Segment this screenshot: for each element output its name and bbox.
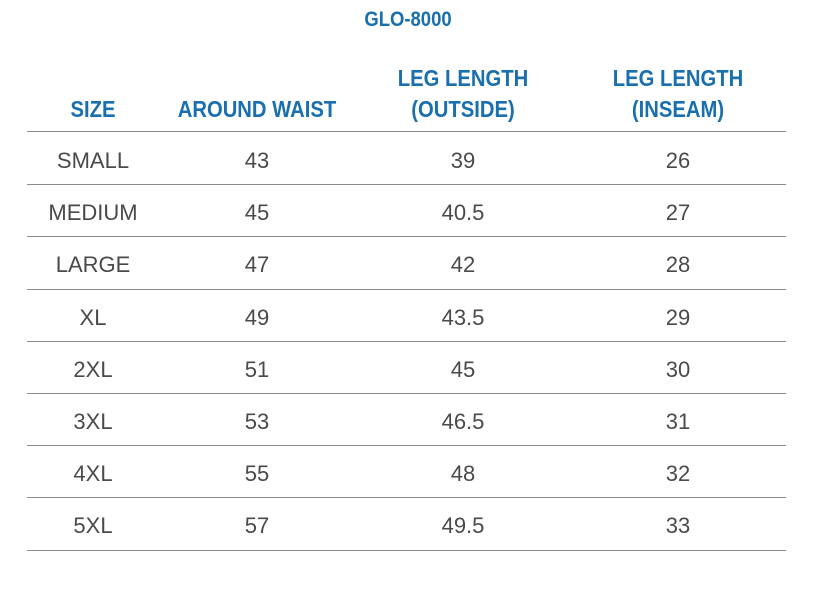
- header-size: SIZE: [70, 96, 116, 122]
- cell-leg-length-outside: 39: [450, 148, 476, 173]
- cell-around-waist: 57: [244, 513, 270, 539]
- cell-around-waist: 45: [244, 200, 270, 226]
- cell-leg-length-inseam: 33: [665, 513, 691, 539]
- cell-leg-length-inseam: 27: [665, 200, 691, 226]
- cell-size: 5XL: [73, 513, 113, 539]
- cell-leg-length-outside: 48: [450, 461, 476, 487]
- table-row: 2XL 51 45 30: [27, 342, 786, 394]
- table-row: 5XL 57 49.5 33: [27, 498, 786, 551]
- table-row: LARGE 47 42 28: [27, 237, 786, 290]
- cell-size: MEDIUM: [48, 200, 138, 226]
- cell-leg-length-inseam: 31: [665, 408, 691, 434]
- cell-size: 4XL: [73, 461, 113, 487]
- cell-leg-length-inseam: 28: [665, 252, 691, 278]
- header-around-waist: AROUND WAIST: [177, 96, 337, 122]
- cell-leg-length-inseam: 30: [665, 356, 691, 382]
- header-leg-length-outside: LEG LENGTH (OUTSIDE): [397, 65, 529, 122]
- cell-around-waist: 55: [244, 461, 270, 487]
- table-row: XL 49 43.5 29: [27, 290, 786, 342]
- header-leg-length-inseam: LEG LENGTH (INSEAM): [612, 65, 744, 122]
- cell-leg-length-outside: 49.5: [441, 513, 485, 539]
- cell-size: LARGE: [55, 252, 131, 278]
- table-row: 3XL 53 46.5 31: [27, 394, 786, 447]
- cell-leg-length-inseam: 26: [665, 148, 691, 173]
- cell-leg-length-outside: 40.5: [441, 200, 485, 226]
- cell-size: 3XL: [73, 408, 113, 434]
- cell-around-waist: 43: [244, 148, 270, 173]
- table-row: 4XL 55 48 32: [27, 446, 786, 499]
- cell-size: XL: [79, 304, 107, 330]
- cell-leg-length-inseam: 32: [665, 461, 691, 487]
- cell-around-waist: 53: [244, 408, 270, 434]
- table-row: SMALL 43 39 26: [27, 133, 786, 186]
- cell-size: SMALL: [56, 148, 130, 173]
- cell-leg-length-outside: 42: [450, 252, 476, 278]
- cell-around-waist: 47: [244, 252, 270, 278]
- table-header: SIZE AROUND WAIST LEG LENGTH (OUTSIDE) L…: [27, 64, 786, 132]
- cell-around-waist: 49: [244, 304, 270, 330]
- cell-leg-length-outside: 46.5: [441, 408, 485, 434]
- cell-leg-length-outside: 45: [450, 356, 476, 382]
- cell-size: 2XL: [73, 356, 113, 382]
- table-body: SMALL 43 39 26 MEDIUM 45 40.5 27 LARGE 47 42 28 XL 49…: [27, 133, 786, 551]
- chart-title: GLO-8000: [364, 8, 452, 31]
- table-row: MEDIUM 45 40.5 27: [27, 185, 786, 238]
- cell-leg-length-outside: 43.5: [441, 304, 485, 330]
- cell-leg-length-inseam: 29: [665, 304, 691, 330]
- cell-around-waist: 51: [244, 356, 270, 382]
